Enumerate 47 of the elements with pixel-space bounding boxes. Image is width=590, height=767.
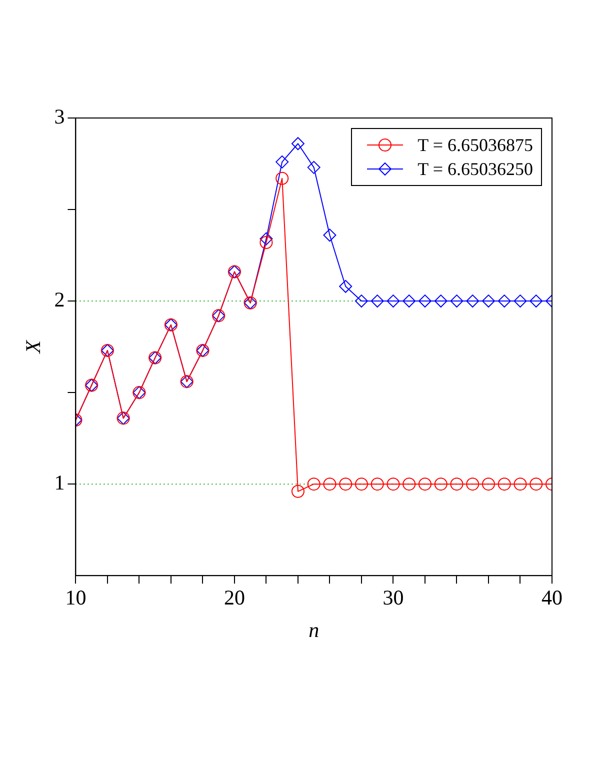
point [354, 478, 368, 491]
point [307, 160, 320, 174]
point [307, 478, 320, 491]
point [260, 236, 273, 249]
point [530, 294, 543, 308]
y-tick-label: 1 [54, 470, 65, 495]
point [482, 478, 495, 491]
point [466, 294, 480, 308]
point [514, 478, 527, 491]
y-tick-label: 3 [54, 104, 65, 129]
point [498, 294, 511, 308]
point [339, 280, 352, 293]
x-tick-label: 40 [542, 586, 562, 610]
point [260, 232, 273, 246]
y-tick-label: 2 [54, 288, 65, 312]
point [402, 478, 416, 491]
y-axis-title: X [21, 339, 46, 354]
point [434, 478, 448, 491]
point [386, 294, 400, 308]
point [276, 172, 289, 185]
point [434, 294, 448, 308]
point [450, 294, 464, 308]
point [370, 478, 384, 491]
point [276, 155, 289, 168]
point [386, 478, 400, 491]
x-tick-label: 30 [382, 586, 404, 610]
point [402, 294, 416, 308]
point [354, 294, 368, 308]
point [291, 484, 304, 498]
point [339, 478, 352, 491]
point [291, 137, 304, 150]
point [323, 228, 336, 242]
legend-label: T = 6.65036875 [418, 134, 533, 156]
point [370, 294, 384, 308]
point [323, 478, 336, 491]
point [418, 478, 432, 491]
point [514, 294, 527, 308]
point [530, 478, 543, 491]
point [418, 294, 432, 308]
legend-label: T = 6.65036250 [418, 158, 533, 180]
x-tick-label: 20 [224, 586, 245, 610]
point [482, 294, 495, 308]
point [498, 478, 511, 491]
x-tick-label: 10 [65, 586, 86, 610]
x-axis-title: n [308, 618, 320, 642]
point [450, 478, 464, 491]
point [466, 478, 480, 491]
